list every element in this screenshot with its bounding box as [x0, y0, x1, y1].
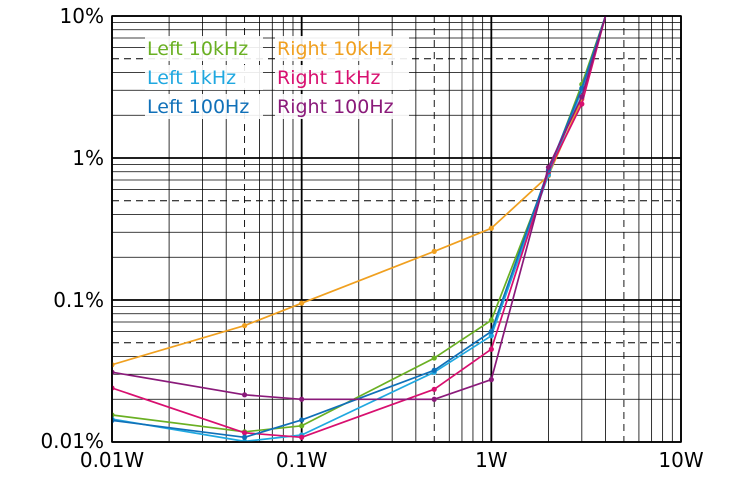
- legend-bg: [275, 94, 409, 119]
- series-lines: [112, 16, 607, 442]
- data-point-right-100hz: [579, 94, 585, 100]
- axis-labels: 0.01% 0.1% 1% 10% 0.01W 0.1W 1W 10W: [40, 4, 703, 472]
- data-point-left-10khz: [431, 355, 437, 361]
- data-point-right-1khz: [488, 346, 494, 352]
- series-line-left-10khz: [112, 16, 607, 433]
- data-point-left-1khz: [488, 333, 494, 339]
- data-point-right-100hz: [299, 396, 305, 402]
- x-tick-label: 10W: [658, 448, 703, 472]
- data-point-right-1khz: [299, 434, 305, 440]
- data-point-right-100hz: [488, 377, 494, 383]
- legend-entry: Left 1kHz: [147, 67, 236, 89]
- plot-border: [111, 15, 682, 443]
- legend-entry: Right 10kHz: [277, 38, 393, 60]
- legend-bg: [145, 94, 263, 119]
- data-point-left-1khz: [241, 438, 248, 442]
- data-point-left-10khz: [299, 423, 305, 429]
- legend-bg: [275, 36, 409, 61]
- legend-bg: [145, 65, 263, 90]
- data-point-right-1khz: [431, 386, 437, 392]
- y-tick-label: 0.1%: [53, 288, 104, 312]
- data-point-left-100hz: [431, 367, 437, 373]
- series-line-right-100hz: [112, 16, 607, 401]
- data-point-left-100hz: [241, 434, 248, 440]
- x-tick-label: 0.1W: [276, 448, 328, 472]
- x-tick-label: 1W: [475, 448, 508, 472]
- legend-entry: Left 10kHz: [147, 38, 248, 60]
- y-tick-label: 0.01%: [40, 429, 104, 453]
- series-line-left-1khz: [112, 16, 607, 442]
- data-point-right-10khz: [488, 225, 494, 231]
- data-point-right-100hz: [241, 392, 248, 398]
- y-tick-label: 10%: [60, 4, 104, 28]
- x-tick-label: 0.01W: [80, 448, 145, 472]
- data-point-left-100hz: [299, 417, 305, 423]
- data-point-left-100hz: [488, 328, 494, 335]
- legend-bg: [145, 36, 263, 61]
- legend-entry: Right 1kHz: [277, 67, 380, 89]
- data-point-right-1khz: [241, 430, 248, 436]
- legend-entry: Left 100Hz: [147, 96, 249, 118]
- legend-entry: Right 100Hz: [277, 96, 394, 118]
- series-line-left-100hz: [112, 16, 607, 439]
- data-point-right-10khz: [431, 248, 437, 254]
- data-point-right-100hz: [545, 164, 552, 170]
- data-point-right-1khz: [579, 101, 585, 107]
- data-point-right-100hz: [431, 396, 437, 402]
- data-point-left-10khz: [488, 317, 494, 323]
- series-line-right-10khz: [112, 16, 607, 366]
- data-point-right-10khz: [299, 300, 305, 306]
- legend-bg: [275, 65, 409, 90]
- legend: Left 10kHz Right 10kHz Left 1kHz Right 1kHz…: [145, 36, 409, 119]
- plot-frame: [111, 15, 682, 443]
- y-tick-label: 1%: [72, 146, 104, 170]
- data-point-right-10khz: [241, 323, 248, 329]
